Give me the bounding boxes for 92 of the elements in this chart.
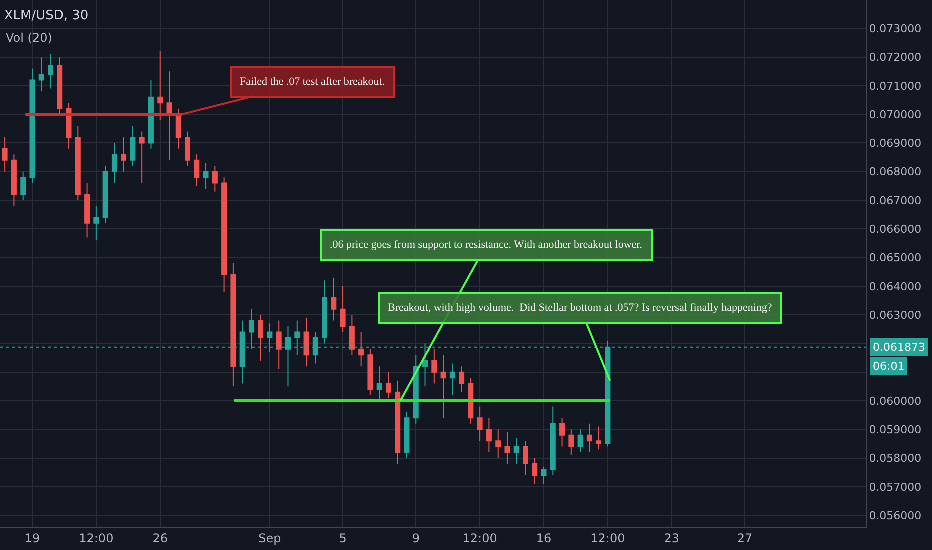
candlestick	[331, 277, 337, 322]
candlestick	[432, 348, 438, 384]
y-tick-label: 0.068000	[869, 166, 922, 179]
candlestick	[130, 126, 136, 167]
y-tick-label: 0.059000	[869, 423, 922, 436]
text: Vol (20)	[6, 31, 52, 45]
y-tick-label: 0.069000	[869, 137, 922, 150]
candlestick	[139, 131, 145, 184]
candlestick	[230, 263, 236, 388]
y-tick-label: 0.060000	[869, 394, 922, 408]
candlestick	[450, 363, 456, 396]
candlestick	[203, 162, 209, 190]
x-tick-label: 12:00	[79, 531, 114, 546]
candlestick	[395, 380, 401, 464]
candlestick	[11, 154, 17, 207]
candlestick	[30, 68, 36, 184]
ref-line-label: 0.061873	[873, 341, 926, 354]
candlestick	[212, 166, 218, 192]
x-tick-label: 27	[737, 531, 753, 546]
candlestick	[102, 166, 108, 224]
candlestick	[176, 108, 182, 150]
candlestick	[48, 54, 54, 90]
y-tick-label: 0.057000	[869, 480, 922, 494]
candlestick	[514, 438, 520, 464]
candlestick	[148, 80, 154, 150]
candlestick	[222, 177, 228, 293]
candlestick	[258, 314, 264, 362]
candlestick	[440, 354, 446, 419]
candlestick	[276, 320, 282, 370]
candlestick	[84, 182, 90, 238]
y-tick-label: 0.058000	[869, 452, 922, 466]
candlestick	[57, 56, 63, 116]
x-tick-label: 5	[339, 531, 347, 546]
y-tick-label: 0.071000	[869, 80, 922, 93]
x-tick-label: 26	[152, 531, 168, 546]
y-tick-label: 0.072000	[869, 51, 922, 64]
candlestick	[166, 71, 172, 161]
annotation: Failed the .07 test after breakout.	[240, 76, 386, 88]
candlestick	[459, 366, 465, 393]
y-tick-label: 0.064000	[869, 280, 922, 294]
text: 06:01	[873, 360, 905, 373]
y-tick-label: 0.070000	[869, 108, 922, 122]
candlestick	[75, 126, 81, 201]
x-tick-label: 9	[412, 531, 420, 546]
candlestick	[94, 206, 100, 242]
candlestick	[550, 406, 556, 476]
candlestick	[368, 348, 374, 396]
text: XLM/USD, 30	[4, 8, 89, 24]
candlestick	[121, 136, 127, 172]
x-tick-label: 23	[664, 531, 680, 546]
candlestick	[304, 317, 310, 368]
x-tick-label: 12:00	[462, 531, 498, 546]
x-tick-label: 12:00	[590, 531, 626, 546]
y-tick-label: 0.063000	[869, 308, 922, 322]
candlestick	[185, 131, 190, 167]
candlestick	[568, 429, 574, 456]
candlestick	[386, 372, 392, 399]
annotation: .06 price goes from support to resistance. With another breakout lower.	[330, 239, 643, 251]
y-tick-label: 0.056000	[869, 509, 922, 522]
candlestick	[504, 432, 510, 464]
y-tick-label: 0.065000	[869, 252, 922, 265]
x-tick-label: Sep	[258, 531, 282, 546]
candlestick	[468, 378, 474, 424]
candlestick	[38, 56, 44, 92]
candlestick	[404, 412, 410, 459]
candlestick	[586, 423, 592, 454]
candlestick	[532, 458, 538, 485]
annotation: Breakout, with high volume. Did Stellar bottom at .057? Is reversal finally happening?	[388, 302, 772, 314]
candlestick	[496, 429, 502, 459]
candlestick	[158, 51, 164, 121]
candlestick	[376, 366, 382, 402]
candlestick	[596, 426, 602, 450]
candlestick	[541, 466, 547, 485]
candlestick	[112, 142, 118, 184]
candlestick	[578, 429, 584, 454]
x-tick-label: 19	[24, 531, 40, 546]
candlestick	[66, 102, 72, 150]
candlestick	[2, 136, 8, 172]
candlestick	[486, 418, 492, 454]
candlestick	[477, 406, 483, 442]
x-tick-label: 16	[536, 531, 552, 546]
y-tick-label: 0.073000	[869, 22, 922, 36]
candlestick	[358, 332, 364, 368]
candlestick	[20, 171, 26, 201]
candlestick	[560, 418, 566, 448]
candlestick	[322, 280, 328, 344]
candlestick	[349, 314, 355, 356]
candlestick	[523, 440, 528, 476]
candlestick	[194, 154, 200, 187]
y-tick-label: 0.066000	[869, 222, 922, 236]
candlestick	[340, 286, 346, 333]
y-tick-label: 0.067000	[869, 194, 922, 208]
